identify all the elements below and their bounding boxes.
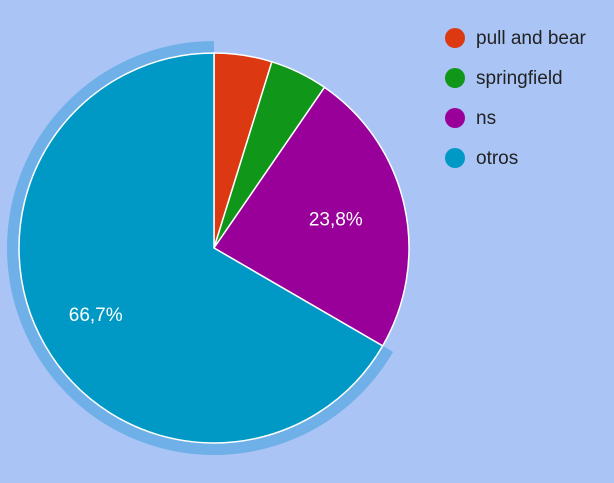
legend-item-pull-and-bear[interactable]: pull and bear [445, 28, 587, 49]
slice-otros[interactable] [18, 52, 384, 444]
legend-item-springfield[interactable]: springfield [445, 68, 563, 89]
legend-marker [445, 28, 465, 48]
legend-label: otros [476, 148, 518, 169]
legend-label: pull and bear [476, 28, 587, 49]
slice-label-otros: 66,7% [69, 305, 123, 326]
legend-label: ns [476, 108, 496, 129]
legend-label: springfield [476, 68, 563, 89]
legend-marker [445, 148, 465, 168]
slice-label-ns: 23,8% [309, 210, 363, 231]
legend-marker [445, 68, 465, 88]
legend-item-ns[interactable]: ns [445, 108, 496, 129]
slice-ns[interactable] [212, 86, 410, 347]
legend-item-otros[interactable]: otros [445, 148, 518, 169]
legend-marker [445, 108, 465, 128]
